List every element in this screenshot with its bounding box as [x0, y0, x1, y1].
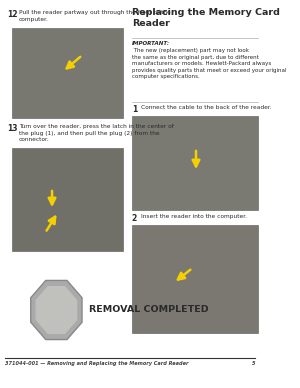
Bar [12, 28, 123, 118]
Text: IMPORTANT:: IMPORTANT: [132, 41, 170, 46]
Text: Replacing the Memory Card
Reader: Replacing the Memory Card Reader [132, 8, 280, 28]
Bar [132, 116, 259, 210]
Polygon shape [31, 281, 82, 340]
Bar [12, 148, 123, 251]
Text: 12: 12 [7, 10, 17, 19]
Bar [132, 225, 259, 333]
Text: REMOVAL COMPLETED: REMOVAL COMPLETED [89, 305, 209, 315]
Text: 13: 13 [7, 124, 17, 133]
Text: 1: 1 [132, 105, 137, 114]
Text: Insert the reader into the computer.: Insert the reader into the computer. [141, 214, 247, 219]
Polygon shape [35, 286, 77, 334]
Text: Turn over the reader, press the latch in the center of
the plug (1), and then pu: Turn over the reader, press the latch in… [19, 124, 174, 142]
Text: 5: 5 [251, 361, 255, 366]
Text: The new (replacement) part may not look
the same as the original part, due to di: The new (replacement) part may not look … [132, 48, 286, 79]
Text: 371044-001 — Removing and Replacing the Memory Card Reader: 371044-001 — Removing and Replacing the … [5, 361, 189, 366]
Text: Connect the cable to the back of the reader.: Connect the cable to the back of the rea… [141, 105, 272, 110]
Text: 2: 2 [132, 214, 137, 223]
Text: Pull the reader partway out through the front of the
computer.: Pull the reader partway out through the … [19, 10, 171, 22]
